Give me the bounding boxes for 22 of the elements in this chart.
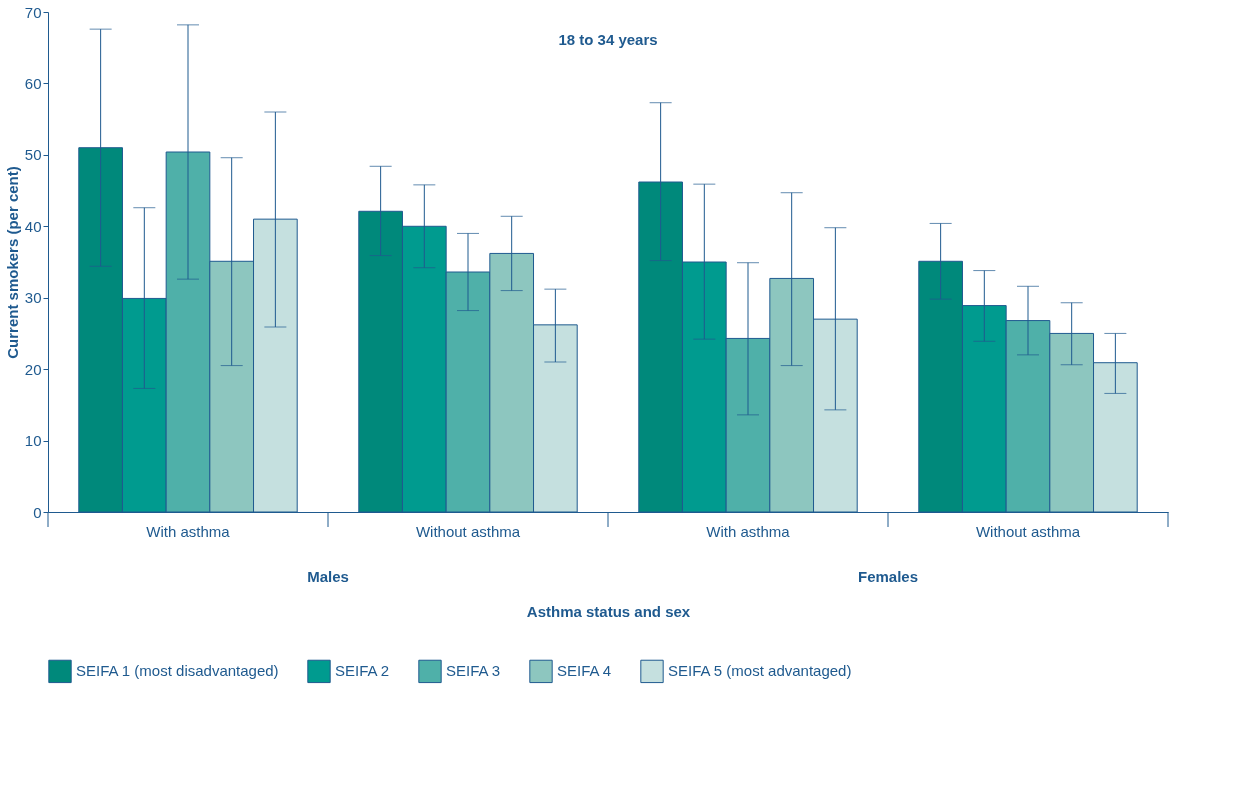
x-tick-label: Without asthma — [415, 522, 521, 540]
legend-label: SEIFA 2 — [335, 662, 390, 680]
y-tick-label: 20 — [24, 360, 42, 378]
y-tick-label: 40 — [24, 217, 42, 235]
legend-label: SEIFA 3 — [446, 662, 501, 680]
y-tick-label: 10 — [24, 432, 42, 450]
y-tick-label: 30 — [24, 289, 42, 307]
y-tick-label: 60 — [24, 74, 42, 92]
y-axis-title: Current smokers (per cent) — [3, 166, 21, 359]
x-tick-label: With asthma — [706, 522, 791, 540]
y-tick-label: 70 — [24, 3, 42, 21]
x-tick-label: With asthma — [146, 522, 231, 540]
y-tick-label: 50 — [24, 146, 42, 164]
x-axis-title: Asthma status and sex — [526, 602, 691, 620]
legend-label: SEIFA 5 (most advantaged) — [668, 662, 852, 680]
legend-label: SEIFA 1 (most disadvantaged) — [76, 662, 279, 680]
legend-label: SEIFA 4 — [557, 662, 612, 680]
y-tick-label: 0 — [33, 503, 42, 521]
text: Females — [857, 568, 919, 585]
text: Males — [307, 568, 349, 585]
text: 18 to 34 years — [558, 31, 658, 48]
x-tick-label: Without asthma — [975, 522, 1081, 540]
